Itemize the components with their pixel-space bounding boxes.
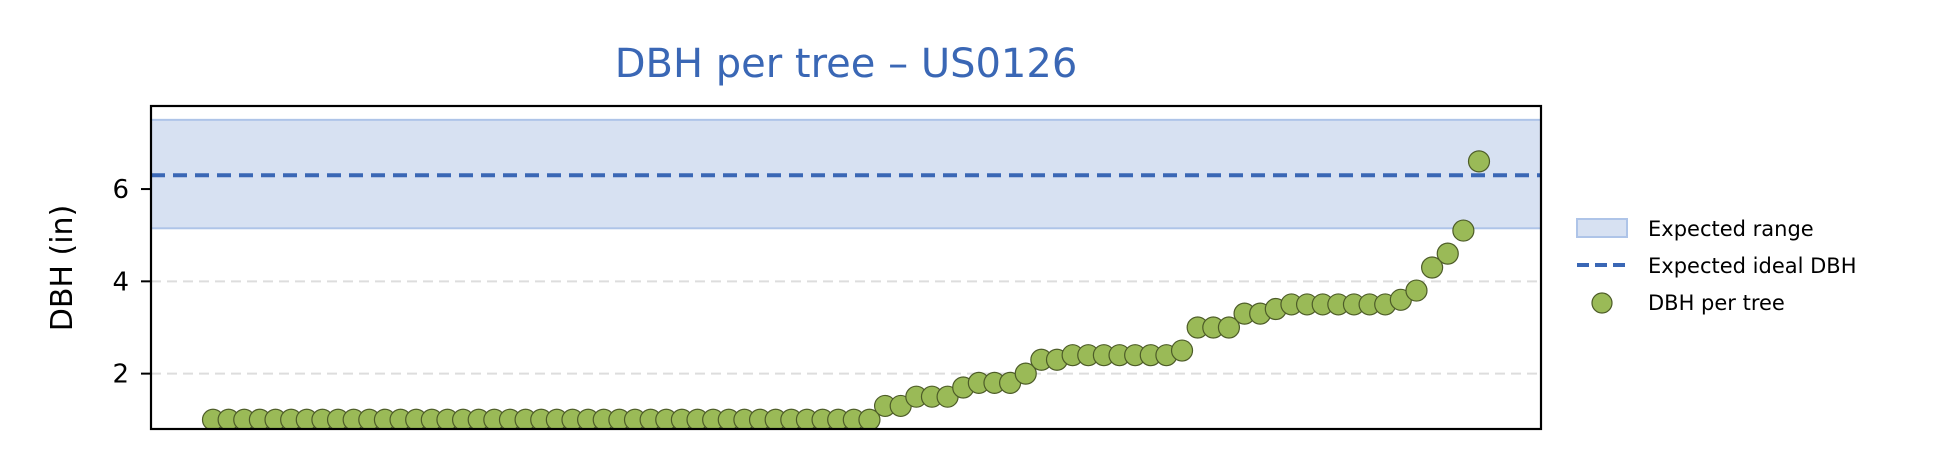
- legend-label-expected-range: Expected range: [1648, 217, 1814, 241]
- plot-frame: [149, 104, 1543, 431]
- tree-point: [1217, 316, 1241, 339]
- tree-point: [1467, 150, 1491, 173]
- y-axis-ticks: 2 4 6: [112, 175, 151, 390]
- tree-point: [1421, 256, 1444, 279]
- tree-point: [1452, 219, 1475, 242]
- tree-point: [1436, 242, 1459, 265]
- legend-label-dbh-per-tree: DBH per tree: [1648, 291, 1785, 315]
- tree-point: [1170, 339, 1194, 362]
- tree-point: [1405, 279, 1428, 302]
- legend-swatch-expected-range: [1576, 218, 1628, 238]
- legend-swatch-tree-point: [1591, 292, 1613, 314]
- y-tick-label: 2: [112, 360, 129, 390]
- scatter-points: [201, 150, 1491, 429]
- y-tick-label: 6: [112, 175, 129, 205]
- y-tick-label: 4: [112, 267, 129, 297]
- tree-point: [858, 408, 881, 429]
- tree-point: [1014, 362, 1037, 385]
- y-axis-label: DBH (in): [45, 205, 80, 332]
- legend: Expected range Expected ideal DBH DBH pe…: [1576, 217, 1856, 315]
- legend-label-ideal-dbh: Expected ideal DBH: [1648, 254, 1856, 278]
- chart-title: DBH per tree – US0126: [615, 41, 1078, 87]
